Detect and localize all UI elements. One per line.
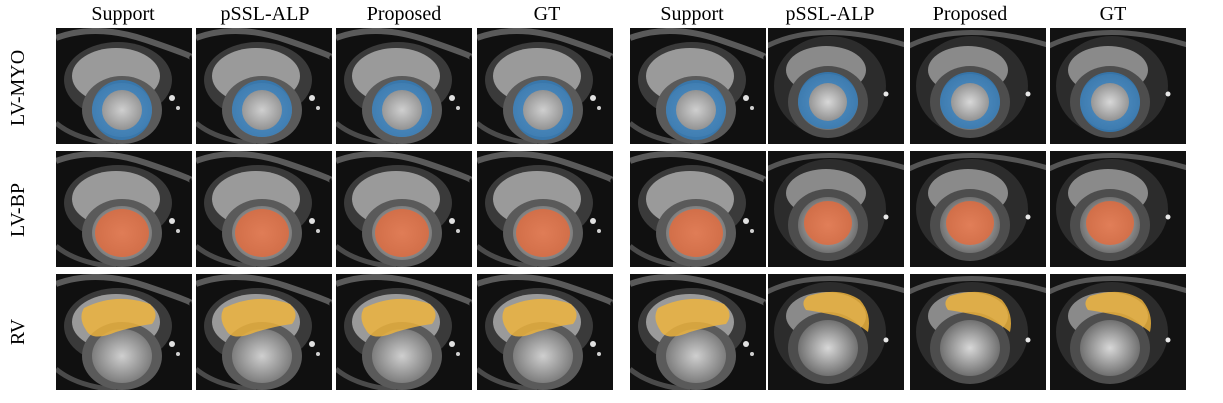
mri-slice-image <box>910 274 1046 390</box>
segmentation-overlay <box>502 298 577 337</box>
mri-slice-image <box>1050 274 1186 390</box>
row-label-rv: RV <box>7 318 29 346</box>
mri-slice-image <box>1050 151 1186 267</box>
mri-slice-image <box>196 274 332 390</box>
column-header-support-left: Support <box>91 3 155 25</box>
mri-panel-lv-bp-pssl-alp-right <box>768 151 904 267</box>
mri-panel-lv-bp-proposed-left <box>336 151 472 267</box>
mri-panel-lv-bp-gt-right <box>1050 151 1186 267</box>
mri-panel-lv-myo-support-right <box>630 28 766 144</box>
segmentation-overlay <box>92 80 152 140</box>
mri-slice-image <box>56 28 192 144</box>
segmentation-overlay <box>375 209 429 257</box>
mri-panel-rv-gt-left <box>477 274 613 390</box>
mri-slice-image <box>768 28 904 144</box>
segmentation-overlay <box>513 80 573 140</box>
segmentation-overlay <box>81 298 156 337</box>
segmentation-overlay <box>1085 291 1151 332</box>
mri-panel-rv-proposed-right <box>910 274 1046 390</box>
column-header-proposed-left: Proposed <box>366 3 442 25</box>
row-label-lv-bp: LV-BP <box>7 182 29 238</box>
segmentation-overlay <box>655 298 730 337</box>
segmentation-overlay <box>666 80 726 140</box>
mri-panel-lv-myo-gt-left <box>477 28 613 144</box>
mri-slice-image <box>477 151 613 267</box>
column-header-support-right: Support <box>660 3 724 25</box>
segmentation-overlay <box>516 209 570 257</box>
mri-panel-lv-myo-proposed-left <box>336 28 472 144</box>
mri-slice-image <box>196 28 332 144</box>
mri-slice-image <box>768 274 904 390</box>
mri-panel-lv-bp-support-left <box>56 151 192 267</box>
mri-panel-lv-myo-support-left <box>56 28 192 144</box>
mri-panel-rv-pssl-alp-left <box>196 274 332 390</box>
mri-panel-lv-bp-pssl-alp-left <box>196 151 332 267</box>
segmentation-overlay <box>1086 201 1134 245</box>
mri-panel-rv-pssl-alp-right <box>768 274 904 390</box>
mri-panel-rv-gt-right <box>1050 274 1186 390</box>
mri-slice-image <box>630 28 766 144</box>
mri-panel-lv-myo-pssl-alp-left <box>196 28 332 144</box>
mri-panel-lv-myo-proposed-right <box>910 28 1046 144</box>
mri-slice-image <box>336 28 472 144</box>
mri-slice-image <box>336 274 472 390</box>
segmentation-overlay <box>372 80 432 137</box>
mri-slice-image <box>196 151 332 267</box>
mri-slice-image <box>910 28 1046 144</box>
mri-slice-image <box>910 151 1046 267</box>
segmentation-overlay <box>945 291 1011 332</box>
column-header-gt-right: GT <box>1099 3 1127 25</box>
mri-slice-image <box>477 28 613 144</box>
mri-slice-image <box>630 274 766 390</box>
mri-slice-image <box>630 151 766 267</box>
mri-slice-image <box>768 151 904 267</box>
mri-slice-image <box>477 274 613 390</box>
segmentation-overlay <box>235 209 289 257</box>
segmentation-overlay <box>940 72 1000 129</box>
segmentation-overlay <box>221 298 296 337</box>
segmentation-overlay <box>95 209 149 257</box>
mri-panel-lv-bp-gt-left <box>477 151 613 267</box>
mri-panel-lv-myo-pssl-alp-right <box>768 28 904 144</box>
segmentation-overlay <box>798 72 858 129</box>
segmentation-overlay <box>1080 72 1140 132</box>
mri-panel-rv-proposed-left <box>336 274 472 390</box>
segmentation-overlay <box>803 291 869 332</box>
mri-panel-lv-bp-proposed-right <box>910 151 1046 267</box>
segmentation-overlay <box>361 298 436 337</box>
column-header-proposed-right: Proposed <box>932 3 1008 25</box>
column-header-pssl-alp-right: pSSL-ALP <box>785 3 875 25</box>
mri-slice-image <box>56 151 192 267</box>
mri-slice-image <box>336 151 472 267</box>
segmentation-overlay <box>804 201 852 245</box>
segmentation-overlay <box>232 80 292 137</box>
column-header-pssl-alp-left: pSSL-ALP <box>220 3 310 25</box>
mri-panel-rv-support-right <box>630 274 766 390</box>
mri-panel-lv-bp-support-right <box>630 151 766 267</box>
mri-slice-image <box>56 274 192 390</box>
mri-panel-lv-myo-gt-right <box>1050 28 1186 144</box>
segmentation-overlay <box>669 209 723 257</box>
segmentation-overlay <box>946 201 994 245</box>
row-label-lv-myo: LV-MYO <box>7 49 29 127</box>
mri-panel-rv-support-left <box>56 274 192 390</box>
column-header-gt-left: GT <box>533 3 561 25</box>
mri-slice-image <box>1050 28 1186 144</box>
